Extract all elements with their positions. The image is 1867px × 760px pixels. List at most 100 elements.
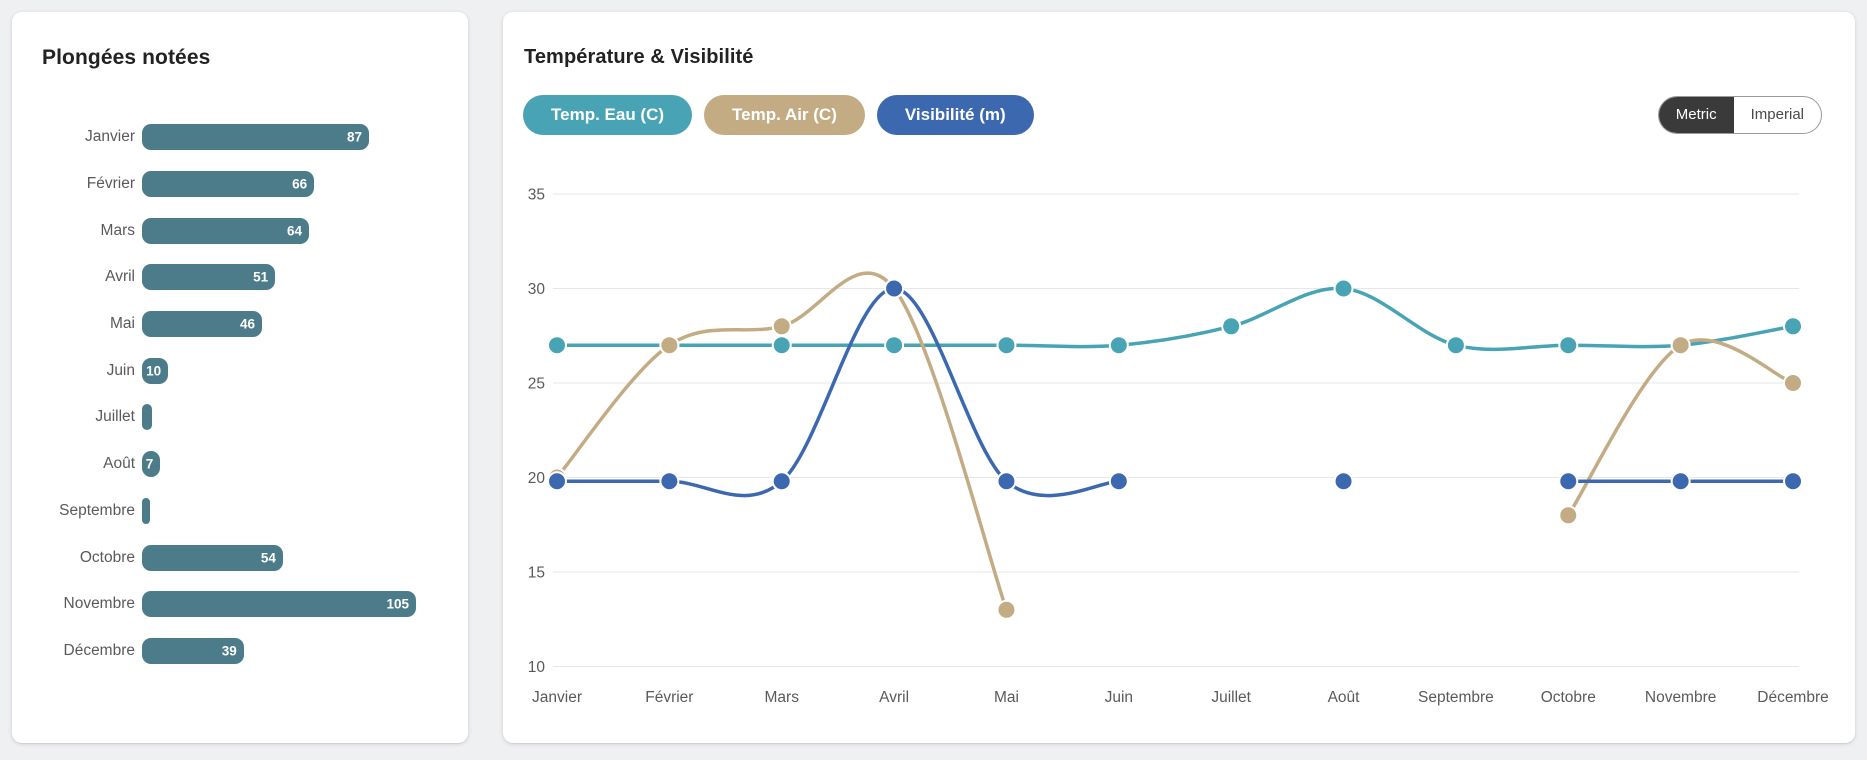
- point-temp-air-c: [1783, 373, 1803, 393]
- bar-category-label: Janvier: [85, 128, 135, 146]
- rated-dives-bar-chart: Janvier 87 Février 66 Mars 64 Avril 51 Mai 46 Juin…: [29, 114, 438, 674]
- point-temp-eau-c: [996, 335, 1017, 356]
- x-tick-label-novembre: Novembre: [1645, 689, 1717, 706]
- point-temp-eau-c: [884, 335, 905, 356]
- bar-track: 87: [142, 124, 438, 151]
- bar-decembre: 39: [142, 637, 244, 664]
- bar-juillet: [142, 404, 153, 431]
- y-tick-label: 10: [528, 659, 546, 676]
- point-temp-air-c: [1558, 505, 1579, 526]
- bar-category-label: Juillet: [95, 408, 135, 426]
- bar-track: 10: [142, 357, 438, 384]
- legend-pill-visibilite-m[interactable]: Visibilité (m): [876, 95, 1034, 135]
- point-visibilite-m: [1333, 471, 1354, 492]
- bar-value: 10: [146, 363, 162, 379]
- bar-category-label: Août: [103, 455, 135, 473]
- bar-row: Janvier 87: [29, 114, 438, 161]
- rated-dives-card: Plongées notées Janvier 87 Février 66 Mars 64…: [12, 12, 468, 743]
- y-tick-label: 35: [528, 187, 545, 204]
- bar-novembre: 105: [142, 591, 416, 618]
- bar-octobre: 54: [142, 544, 283, 571]
- point-visibilite-m: [771, 471, 792, 492]
- temperature-visibility-title: Température & Visibilité: [524, 46, 754, 68]
- line-temp-eau-c: [555, 286, 1795, 352]
- x-tick-label-aout: Août: [1328, 689, 1361, 706]
- x-tick-label-juin: Juin: [1105, 689, 1133, 706]
- x-tick-label-octobre: Octobre: [1541, 689, 1596, 706]
- bar-row: Avril 51: [29, 254, 438, 301]
- temperature-visibility-card: Température & Visibilité Temp. Eau (C) Te…: [503, 12, 1855, 743]
- bar-track: 46: [142, 311, 438, 338]
- point-visibilite-m: [1558, 471, 1579, 492]
- bar-value: 7: [145, 456, 154, 472]
- bar-row: Septembre: [29, 488, 438, 535]
- bar-juin: 10: [142, 357, 169, 384]
- line-temp-air-c: [555, 271, 1009, 612]
- bar-category-label: Novembre: [63, 595, 136, 613]
- bar-value: 46: [239, 316, 255, 332]
- bar-row: Octobre 54: [29, 534, 438, 581]
- bar-category-label: Décembre: [63, 641, 136, 659]
- x-tick-label-janvier: Janvier: [532, 689, 582, 706]
- line-visibilite-m: [555, 286, 1121, 498]
- bar-row: Décembre 39: [29, 628, 438, 675]
- bar-track: 51: [142, 264, 438, 291]
- point-temp-air-c: [659, 335, 680, 356]
- y-tick-label: 25: [528, 376, 545, 393]
- bar-row: Mai 46: [29, 301, 438, 348]
- bar-track: 54: [142, 544, 438, 571]
- bar-track: 7: [142, 451, 438, 478]
- bar-track: [142, 497, 438, 524]
- unit-toggle[interactable]: Metric Imperial: [1657, 96, 1822, 134]
- bar-category-label: Février: [86, 175, 135, 193]
- legend-pill-temp-air-c[interactable]: Temp. Air (C): [704, 95, 865, 135]
- point-visibilite-m: [659, 471, 680, 492]
- bar-row: Juillet: [29, 394, 438, 441]
- point-temp-eau-c: [1783, 316, 1803, 337]
- legend-pill-temp-eau-c[interactable]: Temp. Eau (C): [523, 95, 693, 135]
- bar-septembre: [142, 497, 150, 524]
- point-visibilite-m: [1108, 471, 1129, 492]
- unit-option-imperial[interactable]: Imperial: [1750, 106, 1804, 123]
- point-visibilite-m: [1783, 471, 1803, 492]
- point-temp-eau-c: [1445, 335, 1466, 356]
- bar-value: 87: [346, 129, 362, 145]
- bar-track: 105: [142, 591, 438, 618]
- x-tick-label-juillet: Juillet: [1211, 689, 1251, 706]
- bar-track: [142, 404, 438, 431]
- point-temp-eau-c: [771, 335, 792, 356]
- y-tick-label: 15: [528, 565, 545, 582]
- temperature-visibility-line-chart: 35 30 25 20 15 10 Janvier Février Mars Avril Mai Ju…: [528, 187, 1829, 707]
- bar-track: 39: [142, 637, 438, 664]
- series-legend: Temp. Eau (C) Temp. Air (C) Visibilité (m): [523, 95, 1034, 135]
- point-temp-eau-c: [1221, 316, 1242, 337]
- x-tick-label-fevrier: Février: [645, 689, 693, 706]
- bar-value: 66: [292, 176, 308, 192]
- bar-category-label: Juin: [106, 361, 135, 379]
- point-visibilite-m: [996, 471, 1017, 492]
- point-visibilite-m: [1670, 471, 1691, 492]
- point-temp-air-c: [771, 316, 792, 337]
- bar-janvier: 87: [142, 124, 369, 151]
- bar-category-label: Mars: [100, 221, 135, 239]
- y-tick-label: 30: [528, 281, 546, 298]
- bar-value: 64: [286, 223, 302, 239]
- bar-value: 51: [253, 269, 269, 285]
- bar-track: 66: [142, 171, 438, 198]
- x-tick-label-avril: Avril: [879, 689, 909, 706]
- bar-track: 64: [142, 217, 438, 244]
- point-temp-air-c: [1670, 335, 1691, 356]
- bar-category-label: Avril: [105, 268, 135, 286]
- point-visibilite-m: [547, 471, 567, 492]
- x-tick-label-mars: Mars: [765, 689, 800, 706]
- bar-mai: 46: [142, 311, 262, 338]
- unit-option-metric[interactable]: Metric: [1658, 97, 1734, 133]
- bar-row: Août 7: [29, 441, 438, 488]
- bar-value: 105: [386, 596, 409, 612]
- bar-row: Novembre 105: [29, 581, 438, 628]
- bar-row: Juin 10: [29, 347, 438, 394]
- bar-value: 39: [221, 643, 237, 659]
- point-temp-eau-c: [1558, 335, 1579, 356]
- bar-mars: 64: [142, 217, 309, 244]
- x-tick-label-septembre: Septembre: [1418, 689, 1494, 706]
